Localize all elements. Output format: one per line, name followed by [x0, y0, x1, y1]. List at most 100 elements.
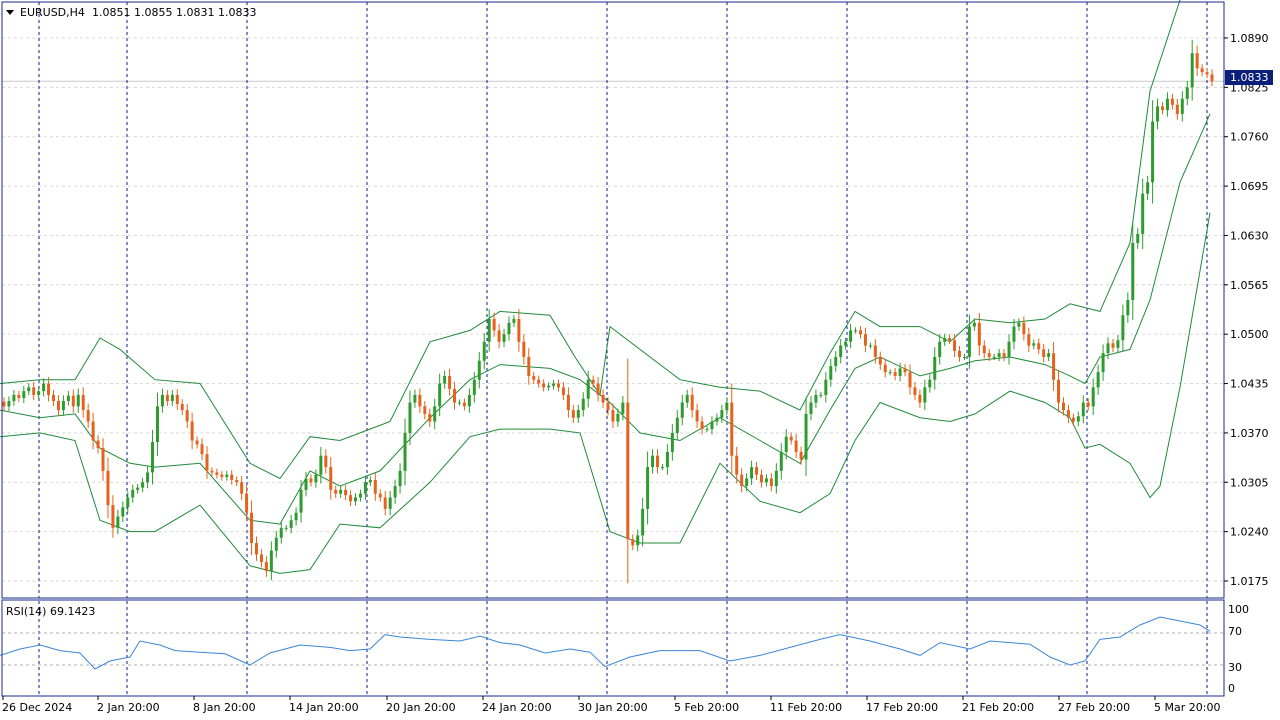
- candle[interactable]: [96, 435, 100, 454]
- candle[interactable]: [1027, 327, 1031, 353]
- candle[interactable]: [1151, 100, 1155, 204]
- candle[interactable]: [254, 536, 258, 561]
- candle[interactable]: [408, 390, 412, 446]
- candle[interactable]: [1146, 175, 1150, 201]
- candle[interactable]: [438, 373, 442, 417]
- candle[interactable]: [12, 390, 16, 406]
- candle[interactable]: [101, 438, 105, 481]
- candle[interactable]: [522, 334, 526, 365]
- candle[interactable]: [448, 369, 452, 396]
- candle[interactable]: [581, 392, 585, 417]
- candle[interactable]: [71, 389, 75, 413]
- candle[interactable]: [631, 534, 635, 551]
- candlesticks[interactable]: [2, 39, 1214, 584]
- candle[interactable]: [938, 334, 942, 365]
- candle[interactable]: [106, 457, 110, 519]
- candle[interactable]: [363, 475, 367, 501]
- candle[interactable]: [626, 358, 630, 584]
- candle[interactable]: [769, 473, 773, 492]
- candle[interactable]: [1032, 339, 1036, 350]
- candle[interactable]: [66, 391, 70, 406]
- candle[interactable]: [76, 388, 80, 413]
- candle[interactable]: [358, 489, 362, 502]
- candle[interactable]: [220, 470, 224, 481]
- candle[interactable]: [403, 418, 407, 486]
- candle[interactable]: [210, 467, 214, 476]
- candle[interactable]: [413, 389, 417, 408]
- candle[interactable]: [858, 326, 862, 339]
- candle[interactable]: [477, 352, 481, 389]
- candle[interactable]: [22, 386, 26, 404]
- candle[interactable]: [656, 449, 660, 474]
- candle[interactable]: [1096, 364, 1100, 395]
- candle[interactable]: [1200, 64, 1204, 77]
- candle[interactable]: [373, 472, 377, 501]
- candle[interactable]: [1156, 98, 1160, 130]
- candle[interactable]: [774, 463, 778, 494]
- candle[interactable]: [576, 404, 580, 424]
- candle[interactable]: [883, 359, 887, 378]
- candle[interactable]: [586, 371, 590, 408]
- candle[interactable]: [665, 444, 669, 475]
- candle[interactable]: [274, 530, 278, 558]
- candle[interactable]: [556, 379, 560, 392]
- candle[interactable]: [918, 389, 922, 408]
- candle[interactable]: [17, 390, 21, 402]
- candle[interactable]: [854, 327, 858, 334]
- candle[interactable]: [641, 497, 645, 547]
- candle[interactable]: [418, 388, 422, 413]
- candle[interactable]: [725, 397, 729, 416]
- candle[interactable]: [1106, 337, 1110, 360]
- candle[interactable]: [675, 410, 679, 441]
- candle[interactable]: [1007, 334, 1011, 365]
- candle[interactable]: [136, 483, 140, 494]
- candle[interactable]: [240, 475, 244, 501]
- candle[interactable]: [898, 363, 902, 382]
- candle[interactable]: [497, 323, 501, 349]
- candle[interactable]: [893, 367, 897, 381]
- candle[interactable]: [250, 500, 254, 556]
- candle[interactable]: [705, 426, 709, 433]
- candle[interactable]: [794, 434, 798, 459]
- candle[interactable]: [1131, 222, 1135, 321]
- candle[interactable]: [943, 333, 947, 346]
- candle[interactable]: [750, 460, 754, 485]
- candle[interactable]: [834, 351, 838, 372]
- candle[interactable]: [42, 378, 46, 397]
- candle[interactable]: [784, 429, 788, 460]
- candle[interactable]: [928, 374, 932, 393]
- candle[interactable]: [160, 388, 164, 413]
- candle[interactable]: [967, 314, 971, 370]
- candle[interactable]: [205, 446, 209, 479]
- candle[interactable]: [1165, 92, 1169, 117]
- candle[interactable]: [1091, 378, 1095, 416]
- candle[interactable]: [279, 521, 283, 544]
- candle[interactable]: [958, 346, 962, 362]
- candle[interactable]: [903, 364, 907, 377]
- candle[interactable]: [7, 396, 11, 411]
- candle[interactable]: [829, 358, 833, 387]
- candle[interactable]: [225, 470, 229, 481]
- candle[interactable]: [259, 549, 263, 568]
- candle[interactable]: [1012, 318, 1016, 350]
- candle[interactable]: [141, 477, 145, 493]
- candle[interactable]: [190, 412, 194, 450]
- candle[interactable]: [591, 375, 595, 388]
- candle[interactable]: [502, 328, 506, 348]
- candle[interactable]: [165, 390, 169, 406]
- candle[interactable]: [299, 480, 303, 523]
- candle[interactable]: [824, 372, 828, 403]
- time-axis[interactable]: 26 Dec 2024 2 Jan 20:00 8 Jan 20:00 14 Jan …: [2, 696, 1220, 714]
- candle[interactable]: [1076, 411, 1080, 427]
- candle[interactable]: [799, 446, 803, 465]
- candle[interactable]: [131, 484, 135, 503]
- candle[interactable]: [175, 389, 179, 410]
- candle[interactable]: [532, 371, 536, 384]
- candle[interactable]: [314, 469, 318, 488]
- candle[interactable]: [764, 474, 768, 487]
- candle[interactable]: [487, 309, 491, 352]
- candle[interactable]: [81, 387, 85, 418]
- candle[interactable]: [492, 312, 496, 337]
- candle[interactable]: [52, 390, 56, 406]
- candle[interactable]: [111, 495, 115, 538]
